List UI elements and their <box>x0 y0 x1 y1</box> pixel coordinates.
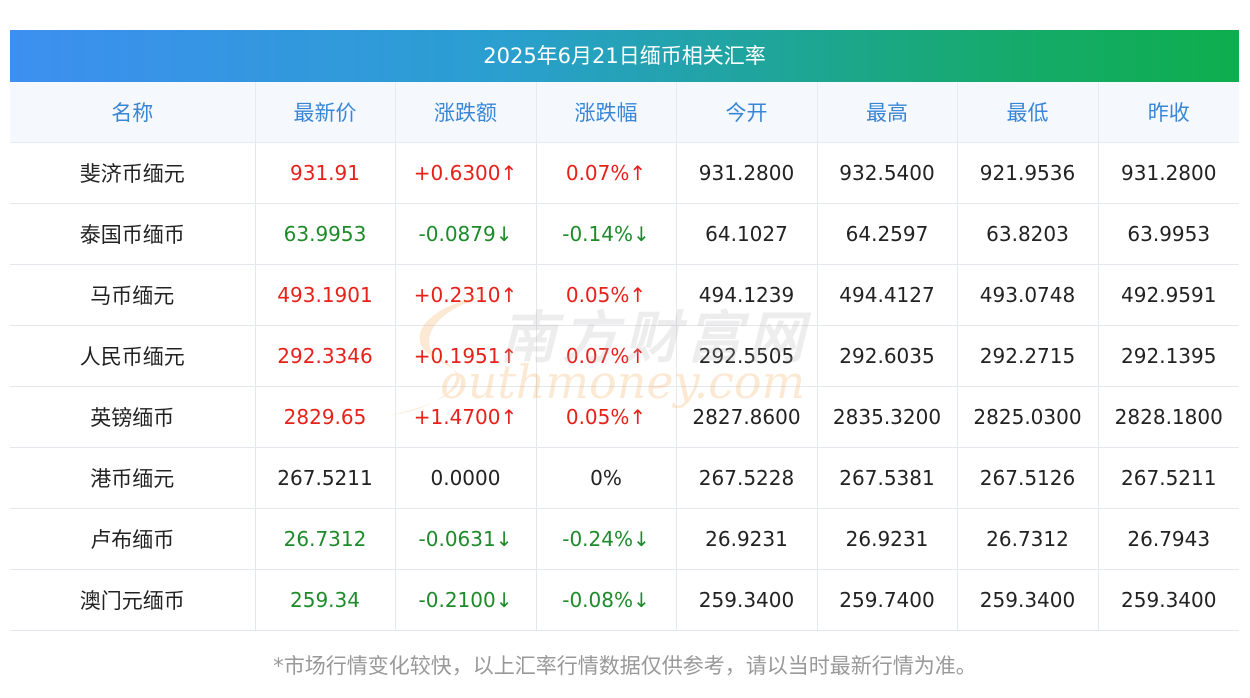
cell-prev-close: 63.9953 <box>1098 203 1239 265</box>
table-row: 斐济币缅元 931.91 +0.6300↑ 0.07%↑ 931.2800 932.540… <box>10 142 1239 204</box>
cell-open: 64.1027 <box>676 203 818 265</box>
cell-high: 267.5381 <box>817 447 958 509</box>
cell-name: 斐济币缅元 <box>10 142 255 204</box>
cell-change-pct: 0.05%↑ <box>536 386 677 448</box>
cell-low: 63.8203 <box>957 203 1099 265</box>
header-low: 最低 <box>957 82 1099 143</box>
cell-change: 0.0000 <box>395 447 537 509</box>
cell-latest: 267.5211 <box>254 447 396 509</box>
cell-latest: 292.3346 <box>254 325 396 387</box>
cell-low: 921.9536 <box>957 142 1099 204</box>
cell-low: 267.5126 <box>957 447 1099 509</box>
cell-latest: 259.34 <box>254 569 396 631</box>
cell-low: 2825.0300 <box>957 386 1099 448</box>
cell-prev-close: 2828.1800 <box>1098 386 1239 448</box>
cell-change: -0.0631↓ <box>395 508 537 570</box>
cell-high: 932.5400 <box>817 142 958 204</box>
table-row: 英镑缅币 2829.65 +1.4700↑ 0.05%↑ 2827.8600 2835.3… <box>10 386 1239 448</box>
cell-name: 英镑缅币 <box>10 386 255 448</box>
cell-low: 26.7312 <box>957 508 1099 570</box>
cell-latest: 493.1901 <box>254 264 396 326</box>
cell-open: 494.1239 <box>676 264 818 326</box>
table-row: 澳门元缅币 259.34 -0.2100↓ -0.08%↓ 259.3400 259.74… <box>10 569 1239 631</box>
header-change: 涨跌额 <box>395 82 537 143</box>
cell-low: 493.0748 <box>957 264 1099 326</box>
cell-latest: 931.91 <box>254 142 396 204</box>
table-row: 卢布缅币 26.7312 -0.0631↓ -0.24%↓ 26.9231 26.9231… <box>10 508 1239 570</box>
cell-open: 259.3400 <box>676 569 818 631</box>
table-row: 马币缅元 493.1901 +0.2310↑ 0.05%↑ 494.1239 494.41… <box>10 264 1239 326</box>
cell-name: 泰国币缅币 <box>10 203 255 265</box>
header-prev-close: 昨收 <box>1098 82 1239 143</box>
disclaimer-footer: *市场行情变化较快，以上汇率行情数据仅供参考，请以当时最新行情为准。 <box>273 654 977 678</box>
cell-open: 2827.8600 <box>676 386 818 448</box>
table-header-row: 名称 最新价 涨跌额 涨跌幅 今开 最高 最低 昨收 <box>10 82 1239 143</box>
cell-change: -0.2100↓ <box>395 569 537 631</box>
cell-prev-close: 492.9591 <box>1098 264 1239 326</box>
cell-prev-close: 931.2800 <box>1098 142 1239 204</box>
cell-prev-close: 267.5211 <box>1098 447 1239 509</box>
table-row: 泰国币缅币 63.9953 -0.0879↓ -0.14%↓ 64.1027 64.259… <box>10 203 1239 265</box>
table-row: 港币缅元 267.5211 0.0000 0% 267.5228 267.5381 267.… <box>10 447 1239 509</box>
header-open: 今开 <box>676 82 818 143</box>
header-high: 最高 <box>817 82 958 143</box>
cell-name: 人民币缅元 <box>10 325 255 387</box>
cell-change-pct: 0.07%↑ <box>536 325 677 387</box>
cell-change-pct: -0.14%↓ <box>536 203 677 265</box>
cell-high: 26.9231 <box>817 508 958 570</box>
cell-name: 澳门元缅币 <box>10 569 255 631</box>
cell-latest: 63.9953 <box>254 203 396 265</box>
cell-change: +1.4700↑ <box>395 386 537 448</box>
cell-high: 292.6035 <box>817 325 958 387</box>
cell-name: 马币缅元 <box>10 264 255 326</box>
cell-high: 64.2597 <box>817 203 958 265</box>
cell-open: 292.5505 <box>676 325 818 387</box>
header-change-pct: 涨跌幅 <box>536 82 677 143</box>
header-name: 名称 <box>10 82 256 143</box>
cell-change: -0.0879↓ <box>395 203 537 265</box>
cell-high: 2835.3200 <box>817 386 958 448</box>
cell-change-pct: -0.24%↓ <box>536 508 677 570</box>
cell-high: 259.7400 <box>817 569 958 631</box>
cell-change: +0.6300↑ <box>395 142 537 204</box>
cell-low: 292.2715 <box>957 325 1099 387</box>
cell-open: 931.2800 <box>676 142 818 204</box>
cell-low: 259.3400 <box>957 569 1099 631</box>
cell-change-pct: 0% <box>536 447 677 509</box>
table-title: 2025年6月21日缅币相关汇率 <box>10 30 1239 82</box>
rates-table-container: 2025年6月21日缅币相关汇率 名称 最新价 涨跌额 涨跌幅 今开 最高 最低… <box>10 30 1239 631</box>
rates-table: 名称 最新价 涨跌额 涨跌幅 今开 最高 最低 昨收 斐济币缅元 931.91 +0… <box>10 82 1239 631</box>
cell-change: +0.2310↑ <box>395 264 537 326</box>
cell-change: +0.1951↑ <box>395 325 537 387</box>
cell-latest: 2829.65 <box>254 386 396 448</box>
cell-open: 26.9231 <box>676 508 818 570</box>
cell-change-pct: 0.05%↑ <box>536 264 677 326</box>
cell-change-pct: 0.07%↑ <box>536 142 677 204</box>
header-latest: 最新价 <box>255 82 396 143</box>
cell-name: 卢布缅币 <box>10 508 255 570</box>
cell-high: 494.4127 <box>817 264 958 326</box>
table-row: 人民币缅元 292.3346 +0.1951↑ 0.07%↑ 292.5505 292.6… <box>10 325 1239 387</box>
cell-latest: 26.7312 <box>254 508 396 570</box>
cell-prev-close: 26.7943 <box>1098 508 1239 570</box>
cell-open: 267.5228 <box>676 447 818 509</box>
cell-change-pct: -0.08%↓ <box>536 569 677 631</box>
cell-name: 港币缅元 <box>10 447 255 509</box>
cell-prev-close: 292.1395 <box>1098 325 1239 387</box>
cell-prev-close: 259.3400 <box>1098 569 1239 631</box>
